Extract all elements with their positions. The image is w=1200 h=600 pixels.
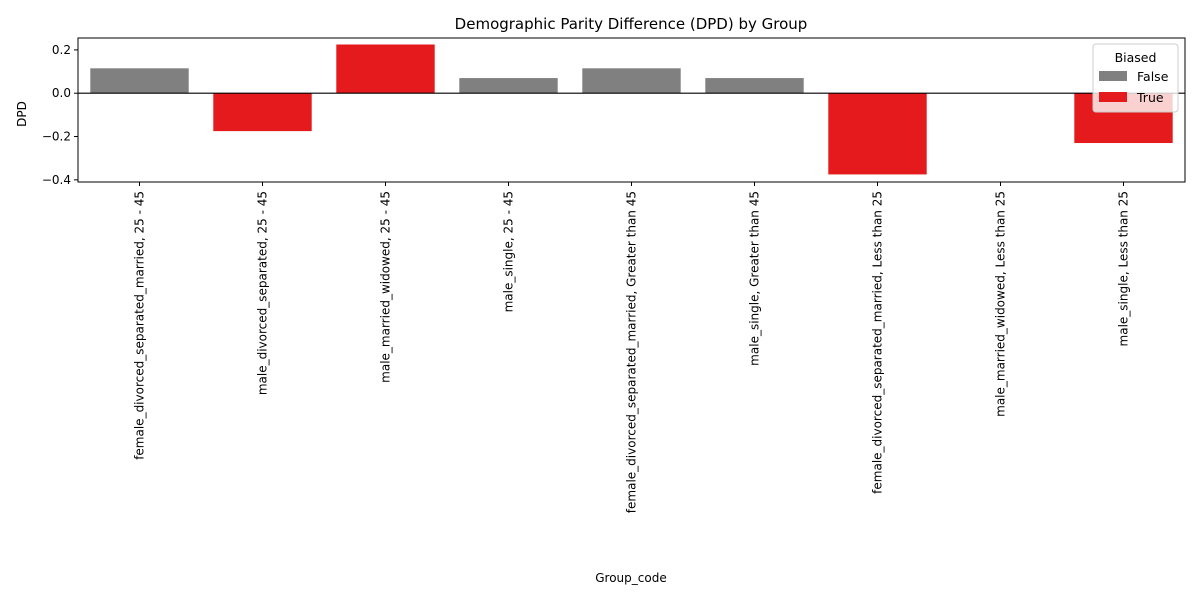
y-tick-label: 0.0 <box>52 86 71 100</box>
x-tick-label: male_single, Greater than 45 <box>748 191 762 366</box>
bars-group <box>90 44 1173 175</box>
x-axis: female_divorced_separated_married, 25 - … <box>133 182 1131 513</box>
x-tick-label: male_single, Less than 25 <box>1117 191 1131 346</box>
bar-7 <box>828 93 927 175</box>
bar-1 <box>90 68 189 94</box>
y-axis: −0.4 −0.2 0.0 0.2 <box>42 43 78 187</box>
bar-4 <box>459 78 558 94</box>
bar-5 <box>582 68 681 94</box>
y-tick-label: 0.2 <box>52 43 71 57</box>
x-tick-label: female_divorced_separated_married, 25 - … <box>133 191 147 460</box>
legend-label-true: True <box>1136 90 1164 105</box>
y-tick-label: −0.4 <box>42 173 71 187</box>
x-tick-label: male_married_widowed, Less than 25 <box>994 191 1008 417</box>
x-tick-label: male_married_widowed, 25 - 45 <box>379 191 393 383</box>
x-tick-label: female_divorced_separated_married, Great… <box>625 191 639 513</box>
legend-swatch-true <box>1099 92 1127 102</box>
x-tick-label: female_divorced_separated_married, Less … <box>871 191 885 494</box>
bar-6 <box>705 78 804 94</box>
x-tick-label: male_single, 25 - 45 <box>502 191 516 312</box>
y-tick-label: −0.2 <box>42 130 71 144</box>
bar-2 <box>213 93 312 132</box>
y-axis-label: DPD <box>15 101 29 127</box>
x-axis-label: Group_code <box>595 571 666 585</box>
chart-title: Demographic Parity Difference (DPD) by G… <box>455 15 808 33</box>
legend-label-false: False <box>1137 69 1169 84</box>
legend-swatch-false <box>1099 71 1127 81</box>
x-tick-label: male_divorced_separated, 25 - 45 <box>256 191 270 395</box>
legend-title: Biased <box>1115 50 1157 65</box>
bar-3 <box>336 44 435 94</box>
legend: Biased False True <box>1092 43 1179 113</box>
